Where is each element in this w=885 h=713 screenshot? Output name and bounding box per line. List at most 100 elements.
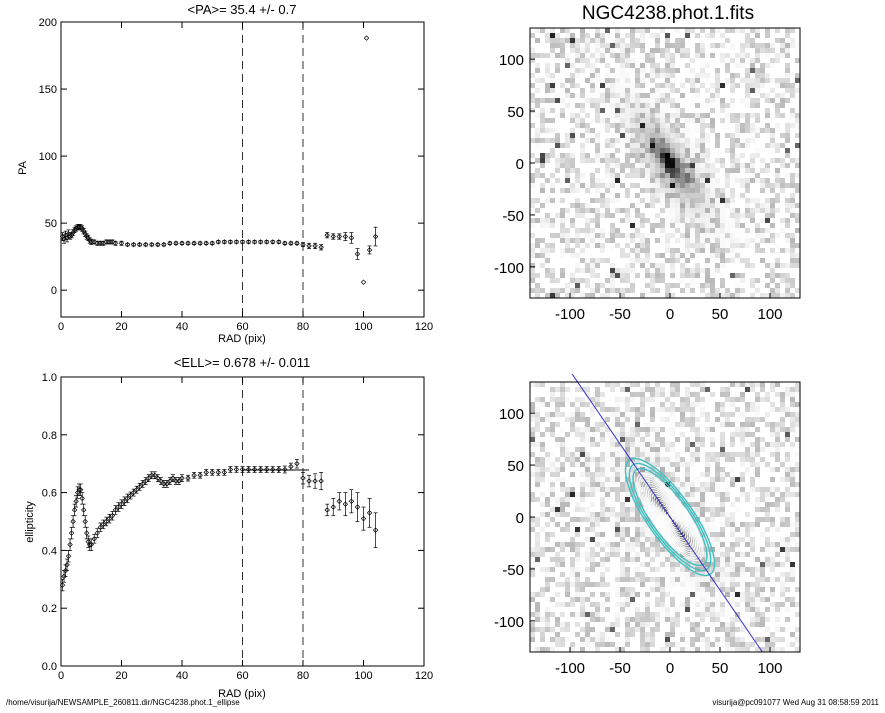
img-bottom-pixel	[540, 407, 545, 412]
img-top-pixel	[575, 123, 580, 128]
img-top-pixel	[715, 88, 720, 93]
img-top-pixel	[550, 183, 555, 188]
img-bottom-pixel	[745, 502, 750, 507]
img-top-pixel	[540, 103, 545, 108]
img-top-pixel	[740, 103, 745, 108]
img-top-pixel	[660, 183, 665, 188]
img-bottom-pixel	[540, 467, 545, 472]
img-top-pixel	[690, 183, 695, 188]
img-top-pixel	[725, 38, 730, 43]
img-top-pixel	[685, 43, 690, 48]
img-top-pixel	[650, 73, 655, 78]
img-bottom-pixel	[670, 437, 675, 442]
img-bottom-pixel	[540, 427, 545, 432]
img-top-pixel	[790, 123, 795, 128]
img-bottom-pixel	[710, 392, 715, 397]
img-bottom-pixel	[560, 437, 565, 442]
img-top-pixel	[755, 113, 760, 118]
img-top-pixel	[685, 188, 690, 193]
img-top-pixel	[650, 148, 655, 153]
img-top-pixel	[560, 268, 565, 273]
img-top-pixel	[790, 263, 795, 268]
img-top-pixel	[720, 103, 725, 108]
img-bottom-pixel	[605, 407, 610, 412]
img-top-pixel	[555, 128, 560, 133]
img-top-pixel	[555, 153, 560, 158]
img-top-pixel	[785, 93, 790, 98]
img-top-pixel	[585, 38, 590, 43]
img-top-pixel	[585, 33, 590, 38]
img-bottom-pixel	[590, 492, 595, 497]
img-top-pixel	[580, 243, 585, 248]
img-top-pixel	[785, 148, 790, 153]
img-top-pixel	[770, 38, 775, 43]
img-bottom-pixel	[580, 487, 585, 492]
img-bottom-pixel	[550, 482, 555, 487]
img-bottom-pixel	[700, 382, 705, 387]
img-top-pixel	[560, 113, 565, 118]
img-top-pixel	[755, 238, 760, 243]
img-top-pixel	[750, 288, 755, 293]
img-top-pixel	[790, 243, 795, 248]
img-top-pixel	[770, 273, 775, 278]
img-top-pixel	[595, 233, 600, 238]
img-top-pixel	[560, 33, 565, 38]
img-top-pixel	[715, 83, 720, 88]
img-top-pixel	[535, 188, 540, 193]
img-top-pixel	[580, 148, 585, 153]
img-bottom-pixel	[765, 477, 770, 482]
img-top-pixel	[750, 98, 755, 103]
img-top-pixel	[785, 288, 790, 293]
img-top-pixel	[630, 68, 635, 73]
img-top-pixel	[795, 43, 800, 48]
img-bottom-pixel	[605, 482, 610, 487]
img-bottom-pixel	[625, 442, 630, 447]
img-top-pixel	[685, 268, 690, 273]
img-top-pixel	[555, 168, 560, 173]
img-top-pixel	[715, 203, 720, 208]
img-top-pixel	[530, 48, 535, 53]
img-bottom-pixel	[530, 382, 535, 387]
img-top-pixel	[610, 143, 615, 148]
img-top-pixel	[675, 213, 680, 218]
img-top-pixel	[665, 98, 670, 103]
img-top-pixel	[670, 73, 675, 78]
img-top-pixel	[785, 278, 790, 283]
img-top-pixel	[780, 148, 785, 153]
img-top-pixel	[735, 233, 740, 238]
img-top-pixel	[550, 253, 555, 258]
img-top-pixel	[530, 203, 535, 208]
img-top-pixel	[785, 163, 790, 168]
img-bottom-pixel	[545, 402, 550, 407]
img-bottom-pixel	[585, 477, 590, 482]
img-bottom-pixel	[720, 462, 725, 467]
img-top-pixel	[720, 98, 725, 103]
img-top-pixel	[715, 248, 720, 253]
img-bottom-pixel	[545, 447, 550, 452]
img-top-pixel	[755, 203, 760, 208]
img-bottom-pixel	[775, 482, 780, 487]
img-top-pixel	[550, 263, 555, 268]
img-top-pixel	[740, 273, 745, 278]
img-top-pixel	[640, 113, 645, 118]
img-top-pixel	[765, 28, 770, 33]
img-bottom-pixel	[705, 432, 710, 437]
img-top-pixel	[700, 83, 705, 88]
img-top-pixel	[630, 93, 635, 98]
img-top-pixel	[695, 163, 700, 168]
img-top-pixel	[720, 138, 725, 143]
img-top-pixel	[670, 273, 675, 278]
img-top-pixel	[640, 293, 645, 298]
img-top-pixel	[605, 163, 610, 168]
img-bottom-pixel	[565, 487, 570, 492]
img-top-pixel	[635, 258, 640, 263]
img-bottom-pixel	[790, 462, 795, 467]
img-top-pixel	[545, 253, 550, 258]
img-bottom-pixel	[775, 457, 780, 462]
img-top-pixel	[585, 293, 590, 298]
img-top-pixel	[705, 113, 710, 118]
img-top-pixel	[770, 263, 775, 268]
img-top-pixel	[610, 178, 615, 183]
img-top-pixel	[655, 268, 660, 273]
img-top-xtick-label: 100	[757, 306, 782, 323]
